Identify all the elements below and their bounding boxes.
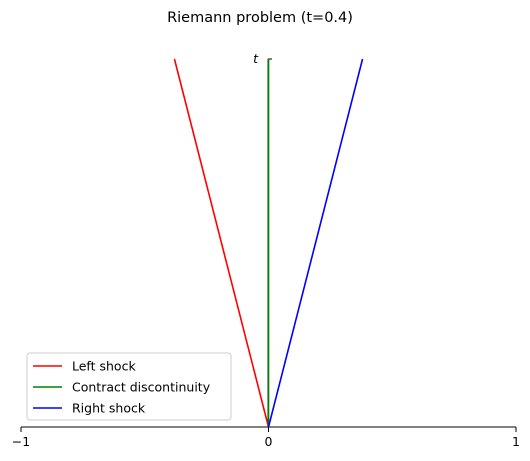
chart-title: Riemann problem (t=0.4) xyxy=(167,10,353,26)
legend-frame xyxy=(26,352,232,421)
x-tick-label-1: 0 xyxy=(265,434,273,449)
legend: Left shock Contract discontinuity Right sh… xyxy=(26,352,232,421)
x-axis: −1 0 1 xyxy=(12,426,520,449)
series-line-2 xyxy=(267,58,364,428)
legend-label-1: Contract discontinuity xyxy=(72,380,211,395)
x-tick-label-2: 1 xyxy=(512,434,520,449)
series-layer xyxy=(173,58,364,428)
legend-label-0: Left shock xyxy=(72,359,136,374)
series-line-0 xyxy=(173,58,270,428)
legend-label-2: Right shock xyxy=(72,401,146,416)
x-tick-label-0: −1 xyxy=(12,434,30,449)
y-axis-label: t xyxy=(253,51,259,66)
